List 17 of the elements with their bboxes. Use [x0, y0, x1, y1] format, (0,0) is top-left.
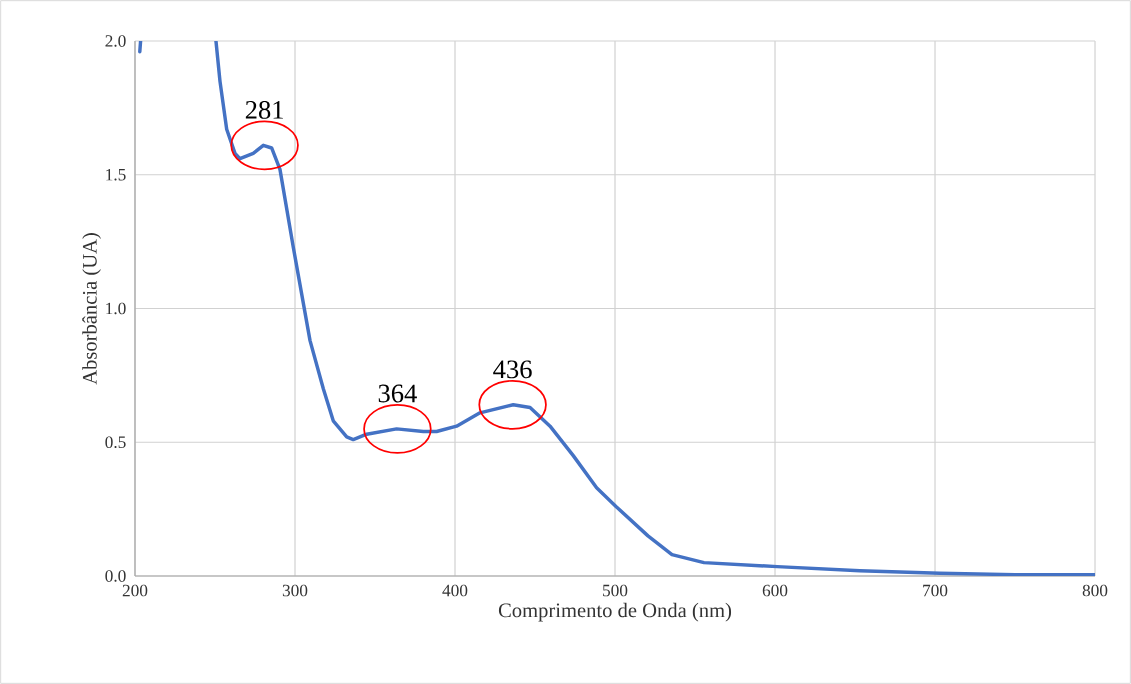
annotation: 281: [245, 100, 283, 119]
y-tick-label: 2.0: [105, 35, 126, 47]
y-tick-label: 1.0: [106, 302, 126, 315]
x-tick-label: 800: [1082, 584, 1108, 597]
annotation: 364: [378, 384, 417, 403]
annotation: 436: [493, 360, 532, 379]
y-tick-label: 0.0: [105, 570, 126, 582]
x-axis-title: Comprimento de Onda (nm): [498, 602, 732, 622]
x-tick-label: 400: [442, 584, 468, 597]
x-tick-label: 700: [923, 584, 948, 597]
y-tick-label: 0.5: [105, 436, 126, 449]
x-tick-label: 300: [282, 584, 308, 597]
y-tick-label: 1.5: [106, 168, 126, 181]
x-tick-label: 200: [122, 584, 148, 597]
y-axis-title: Absorbância (UA): [82, 233, 101, 385]
x-tick-label: 600: [762, 584, 788, 597]
x-tick-label: 500: [603, 584, 628, 597]
